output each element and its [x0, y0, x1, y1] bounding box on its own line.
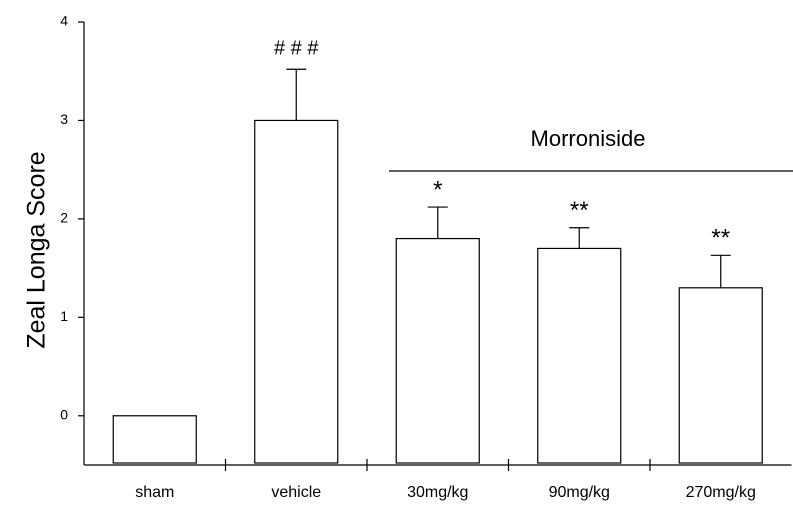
x-tick-label: vehicle	[271, 484, 321, 501]
y-axis-label: Zeal Longa Score	[23, 151, 51, 348]
y-tick-label: 2	[60, 210, 68, 226]
group-label: Morroniside	[531, 126, 646, 151]
significance-label: # # #	[274, 38, 319, 60]
x-tick-label: sham	[135, 484, 174, 501]
bar	[678, 287, 763, 464]
bar	[537, 247, 622, 464]
x-tick-label: 90mg/kg	[549, 484, 610, 501]
y-tick-label: 0	[60, 406, 68, 422]
bar	[254, 119, 339, 464]
bar	[395, 237, 480, 464]
bar	[112, 415, 197, 464]
y-tick-label: 4	[60, 13, 68, 29]
y-tick-label: 1	[60, 308, 68, 324]
x-tick-label: 30mg/kg	[407, 484, 468, 501]
x-tick-label: 270mg/kg	[686, 484, 756, 501]
y-tick-label: 3	[60, 111, 68, 127]
significance-label: **	[711, 225, 730, 252]
significance-label: *	[433, 176, 442, 203]
significance-label: **	[570, 197, 589, 224]
